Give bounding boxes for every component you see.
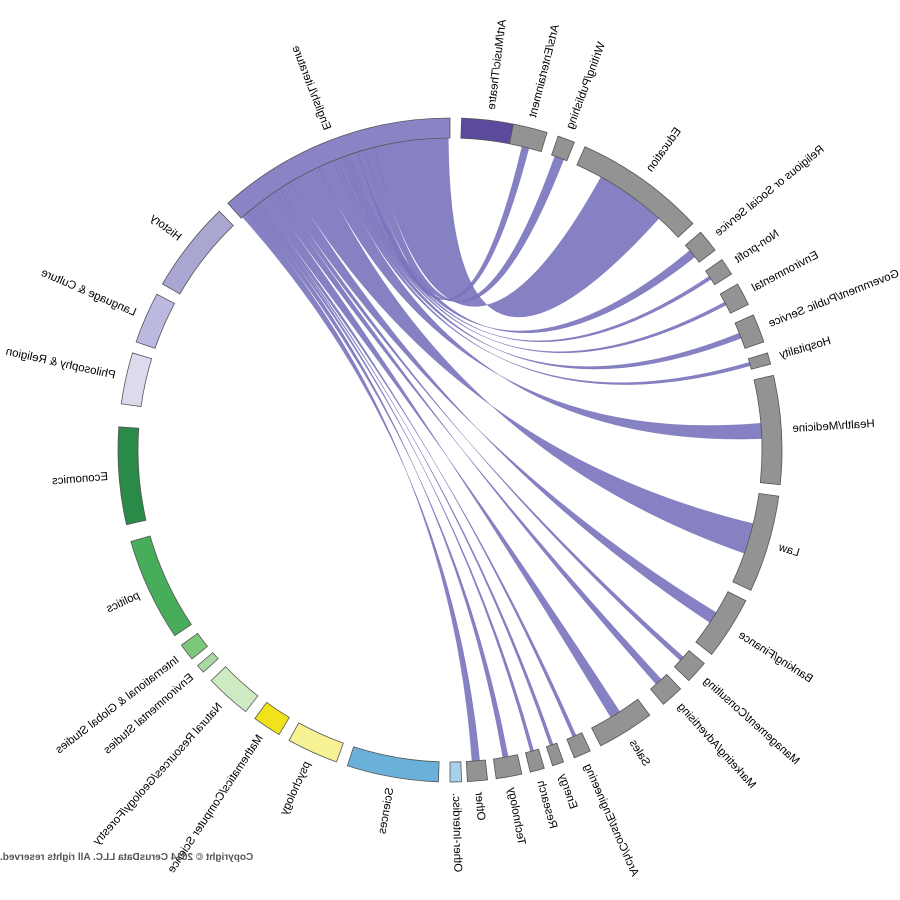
arc-label-economics: Economics (51, 471, 108, 487)
copyright-notice: Copyright © 2014 CerusData LLC. All righ… (0, 852, 254, 863)
arc-label-language-culture: Language & Culture (39, 267, 138, 319)
arc-banking-finance[interactable] (695, 591, 747, 655)
arc-arch-const-engineering[interactable] (566, 732, 591, 759)
arc-economics[interactable] (117, 426, 147, 526)
arc-label-environmental: Environmental (750, 249, 821, 294)
arc-religious-or-social-service[interactable] (684, 231, 716, 263)
arc-label-law: Law (777, 542, 801, 560)
arc-label-technology: Technology (505, 786, 527, 846)
arc-label-energy: Energy (556, 772, 579, 811)
arc-label-non-profit: Non-profit (732, 228, 781, 266)
arc-label-banking-finance: Banking/Finance (736, 629, 815, 685)
arc-philosophy-religion[interactable] (120, 352, 153, 408)
arc-health-medicine[interactable] (753, 374, 783, 486)
arc-law[interactable] (732, 492, 780, 591)
arc-international-global-studies[interactable] (180, 632, 209, 660)
arc-label-research: Research (534, 779, 559, 830)
arc-arts-entertainment[interactable] (509, 123, 548, 153)
arc-language-culture[interactable] (135, 293, 176, 349)
arc-label-other: Other (472, 791, 486, 821)
arc-label-religious-or-social-service: Religious or Social Service (713, 143, 827, 238)
arc-sales[interactable] (591, 698, 651, 747)
arcs-layer (117, 117, 783, 783)
arc-label-sales: Sales (627, 738, 653, 769)
arc-marketing-advertising[interactable] (649, 673, 682, 705)
arc-label-psychology: psychology (278, 760, 313, 818)
arc-government-public-service[interactable] (734, 314, 765, 349)
arc-label-art-music-theatre: Art/Music/Theatre (486, 19, 509, 111)
arc-label-arch-const-engineering: Arch/Const/Engineering (581, 762, 640, 878)
arc-hospitality[interactable] (747, 352, 772, 370)
arc-research[interactable] (524, 748, 545, 773)
arc-label-other-interdisc: Other-Interdisc. (450, 793, 463, 872)
arc-label-english-literature: English/Literature (289, 44, 332, 132)
arc-label-history: History (148, 212, 184, 244)
arc-environmental-studies[interactable] (196, 652, 219, 673)
arc-technology[interactable] (492, 754, 523, 780)
arc-label-politics: politics (105, 590, 142, 616)
arc-other[interactable] (465, 759, 489, 782)
arc-label-sciences: Sciences (376, 787, 396, 835)
arc-label-philosophy-religion: Philosophy & Religion (5, 346, 117, 382)
arc-label-writing-publishing: Writing/Publishing (565, 41, 608, 131)
arc-management-consulting[interactable] (673, 649, 705, 682)
arc-writing-publishing[interactable] (551, 135, 575, 162)
arc-other-interdisc[interactable] (449, 761, 463, 783)
arc-history[interactable] (161, 210, 234, 295)
arc-label-hospitality: Hospitality (778, 335, 833, 361)
arc-mathematics-computer-science[interactable] (254, 701, 290, 736)
arc-non-profit[interactable] (705, 259, 733, 286)
arc-sciences[interactable] (346, 746, 440, 783)
arc-label-health-medicine: Health/Medicine (792, 418, 875, 435)
arc-natural-resources-geology-forestry[interactable] (210, 666, 259, 713)
arc-label-arts-entertainment: Arts/Entertainment (527, 23, 562, 119)
arc-label-education: Education (644, 126, 683, 175)
arc-psychology[interactable] (288, 722, 344, 763)
arc-politics[interactable] (130, 535, 192, 637)
arc-education[interactable] (576, 146, 694, 238)
arc-environmental[interactable] (719, 283, 749, 314)
arc-english-literature[interactable] (227, 117, 451, 219)
arc-energy[interactable] (545, 742, 565, 767)
